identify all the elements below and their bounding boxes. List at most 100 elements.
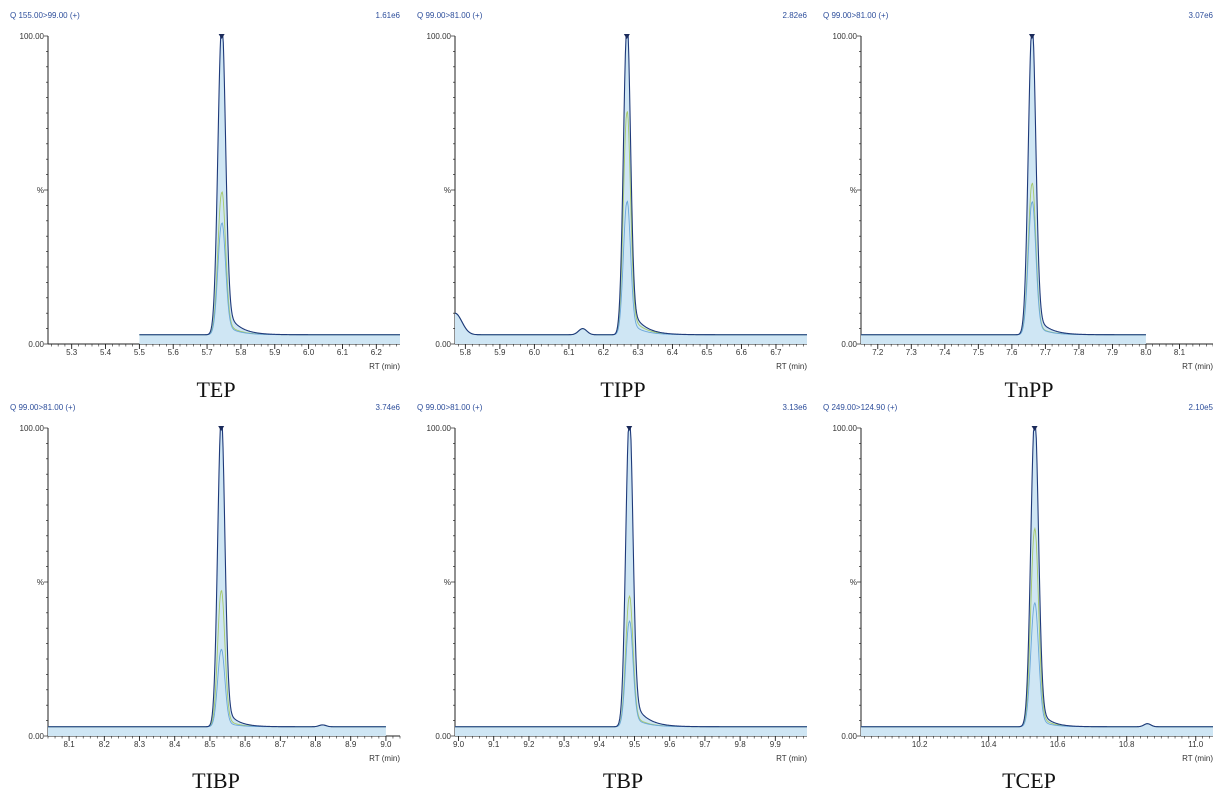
- x-tick-label: 5.7: [202, 348, 214, 357]
- y-bottom-label: 0.00: [841, 732, 857, 741]
- intensity-label: 1.61e6: [376, 11, 401, 20]
- peak-apex-marker: [626, 426, 633, 431]
- x-tick-label: 9.0: [453, 740, 465, 749]
- x-axis-label: RT (min): [1182, 362, 1213, 371]
- chromatogram-panel-tibp: Q 99.00>81.00 (+) 3.74e6 100.00% 0.00 8.1 8.2…: [10, 403, 401, 790]
- x-tick-label: 9.5: [629, 740, 641, 749]
- peak-area-fill: [861, 36, 1146, 344]
- x-tick-label: 6.7: [770, 348, 782, 357]
- y-mid-label: %: [850, 186, 857, 195]
- intensity-label: 3.07e6: [1189, 11, 1213, 20]
- x-tick-label: 10.8: [1119, 740, 1135, 749]
- x-tick-label: 11.0: [1188, 740, 1204, 749]
- x-tick-label: 6.2: [371, 348, 383, 357]
- x-tick-label: 9.2: [523, 740, 535, 749]
- x-tick-label: 10.4: [981, 740, 997, 749]
- x-tick-label: 8.5: [204, 740, 216, 749]
- x-tick-label: 8.6: [240, 740, 252, 749]
- peak-apex-marker: [623, 34, 630, 39]
- intensity-label: 3.13e6: [783, 403, 808, 412]
- x-tick-label: 9.8: [735, 740, 747, 749]
- x-tick-label: 7.8: [1073, 348, 1085, 357]
- y-mid-label: %: [37, 186, 44, 195]
- x-tick-label: 5.5: [134, 348, 146, 357]
- intensity-label: 2.82e6: [783, 11, 808, 20]
- x-tick-label: 9.7: [699, 740, 711, 749]
- trace-quantifier: [861, 427, 1213, 728]
- x-tick-label: 9.0: [380, 740, 392, 749]
- y-mid-label: %: [37, 578, 44, 587]
- x-tick-label: 9.4: [594, 740, 606, 749]
- y-top-label: 100.00: [20, 424, 45, 433]
- x-tick-label: 6.3: [632, 348, 644, 357]
- x-tick-label: 7.5: [973, 348, 985, 357]
- x-axis-label: RT (min): [776, 754, 807, 763]
- x-tick-label: 8.8: [310, 740, 322, 749]
- x-tick-label: 6.2: [598, 348, 610, 357]
- peak-area-fill: [139, 36, 400, 344]
- chromatogram-panel-tipp: Q 99.00>81.00 (+) 2.82e6 100.00% 0.00 5.8 5.9…: [417, 11, 808, 402]
- trace-quantifier: [861, 35, 1146, 336]
- x-tick-label: 5.8: [460, 348, 472, 357]
- x-tick-label: 6.6: [736, 348, 748, 357]
- trace-qualifier-1: [139, 191, 400, 336]
- trace-quantifier: [139, 35, 400, 336]
- compound-title: TnPP: [1005, 377, 1054, 402]
- peak-area-fill: [455, 428, 807, 736]
- x-axis-label: RT (min): [1182, 754, 1213, 763]
- x-tick-label: 8.0: [1140, 348, 1152, 357]
- x-tick-label: 7.7: [1040, 348, 1052, 357]
- compound-title: TIPP: [600, 377, 645, 402]
- x-tick-label: 5.3: [66, 348, 78, 357]
- y-bottom-label: 0.00: [28, 732, 44, 741]
- trace-quantifier: [454, 35, 807, 336]
- y-top-label: 100.00: [427, 32, 452, 41]
- x-tick-label: 6.1: [563, 348, 575, 357]
- x-tick-label: 6.5: [701, 348, 713, 357]
- trace-qualifier-2: [861, 201, 1146, 336]
- x-axis-label: RT (min): [369, 362, 400, 371]
- trace-qualifier-1: [861, 182, 1146, 336]
- x-tick-label: 7.9: [1107, 348, 1119, 357]
- x-tick-label: 6.0: [529, 348, 541, 357]
- x-tick-label: 6.1: [337, 348, 349, 357]
- compound-title: TBP: [603, 768, 643, 790]
- compound-title: TEP: [196, 377, 235, 402]
- x-tick-label: 10.6: [1050, 740, 1066, 749]
- trace-quantifier: [48, 427, 386, 728]
- y-top-label: 100.00: [20, 32, 45, 41]
- y-bottom-label: 0.00: [28, 340, 44, 349]
- chromatogram-panel-tbp: Q 99.00>81.00 (+) 3.13e6 100.00% 0.009.0 9.1…: [417, 403, 808, 790]
- chromatogram-panel-tep: Q 155.00>99.00 (+) 1.61e6 100.00% 0.00 5.3 5.…: [10, 11, 401, 402]
- y-bottom-label: 0.00: [435, 732, 451, 741]
- y-mid-label: %: [444, 186, 451, 195]
- peak-apex-marker: [218, 426, 225, 431]
- x-tick-label: 9.9: [770, 740, 782, 749]
- peak-area-fill: [861, 428, 1213, 736]
- x-tick-label: 5.9: [269, 348, 281, 357]
- x-tick-label: 8.3: [134, 740, 146, 749]
- compound-title: TCEP: [1002, 768, 1056, 790]
- x-tick-label: 8.7: [275, 740, 287, 749]
- trace-qualifier-2: [139, 222, 400, 336]
- x-tick-label: 9.6: [664, 740, 676, 749]
- peak-apex-marker: [1031, 426, 1038, 431]
- trace-quantifier: [455, 427, 807, 728]
- x-tick-label: 8.4: [169, 740, 181, 749]
- channel-label: Q 155.00>99.00 (+): [10, 11, 80, 20]
- x-tick-label: 5.8: [235, 348, 247, 357]
- x-tick-label: 6.0: [303, 348, 315, 357]
- intensity-label: 3.74e6: [376, 403, 401, 412]
- intensity-label: 2.10e5: [1189, 403, 1213, 412]
- chromatogram-panel-tcep: Q 249.00>124.90 (+) 2.10e5 100.00% 0.00 10.2…: [823, 403, 1213, 790]
- x-tick-label: 6.4: [667, 348, 679, 357]
- y-mid-label: %: [444, 578, 451, 587]
- x-tick-label: 7.3: [906, 348, 918, 357]
- chromatogram-panel-tnpp: Q 99.00>81.00 (+) 3.07e6 100.00% 0.00 7.2 7.3…: [823, 11, 1213, 402]
- y-top-label: 100.00: [833, 424, 858, 433]
- x-tick-label: 7.4: [939, 348, 951, 357]
- y-top-label: 100.00: [427, 424, 452, 433]
- x-tick-label: 5.9: [494, 348, 506, 357]
- channel-label: Q 99.00>81.00 (+): [823, 11, 889, 20]
- channel-label: Q 99.00>81.00 (+): [417, 11, 483, 20]
